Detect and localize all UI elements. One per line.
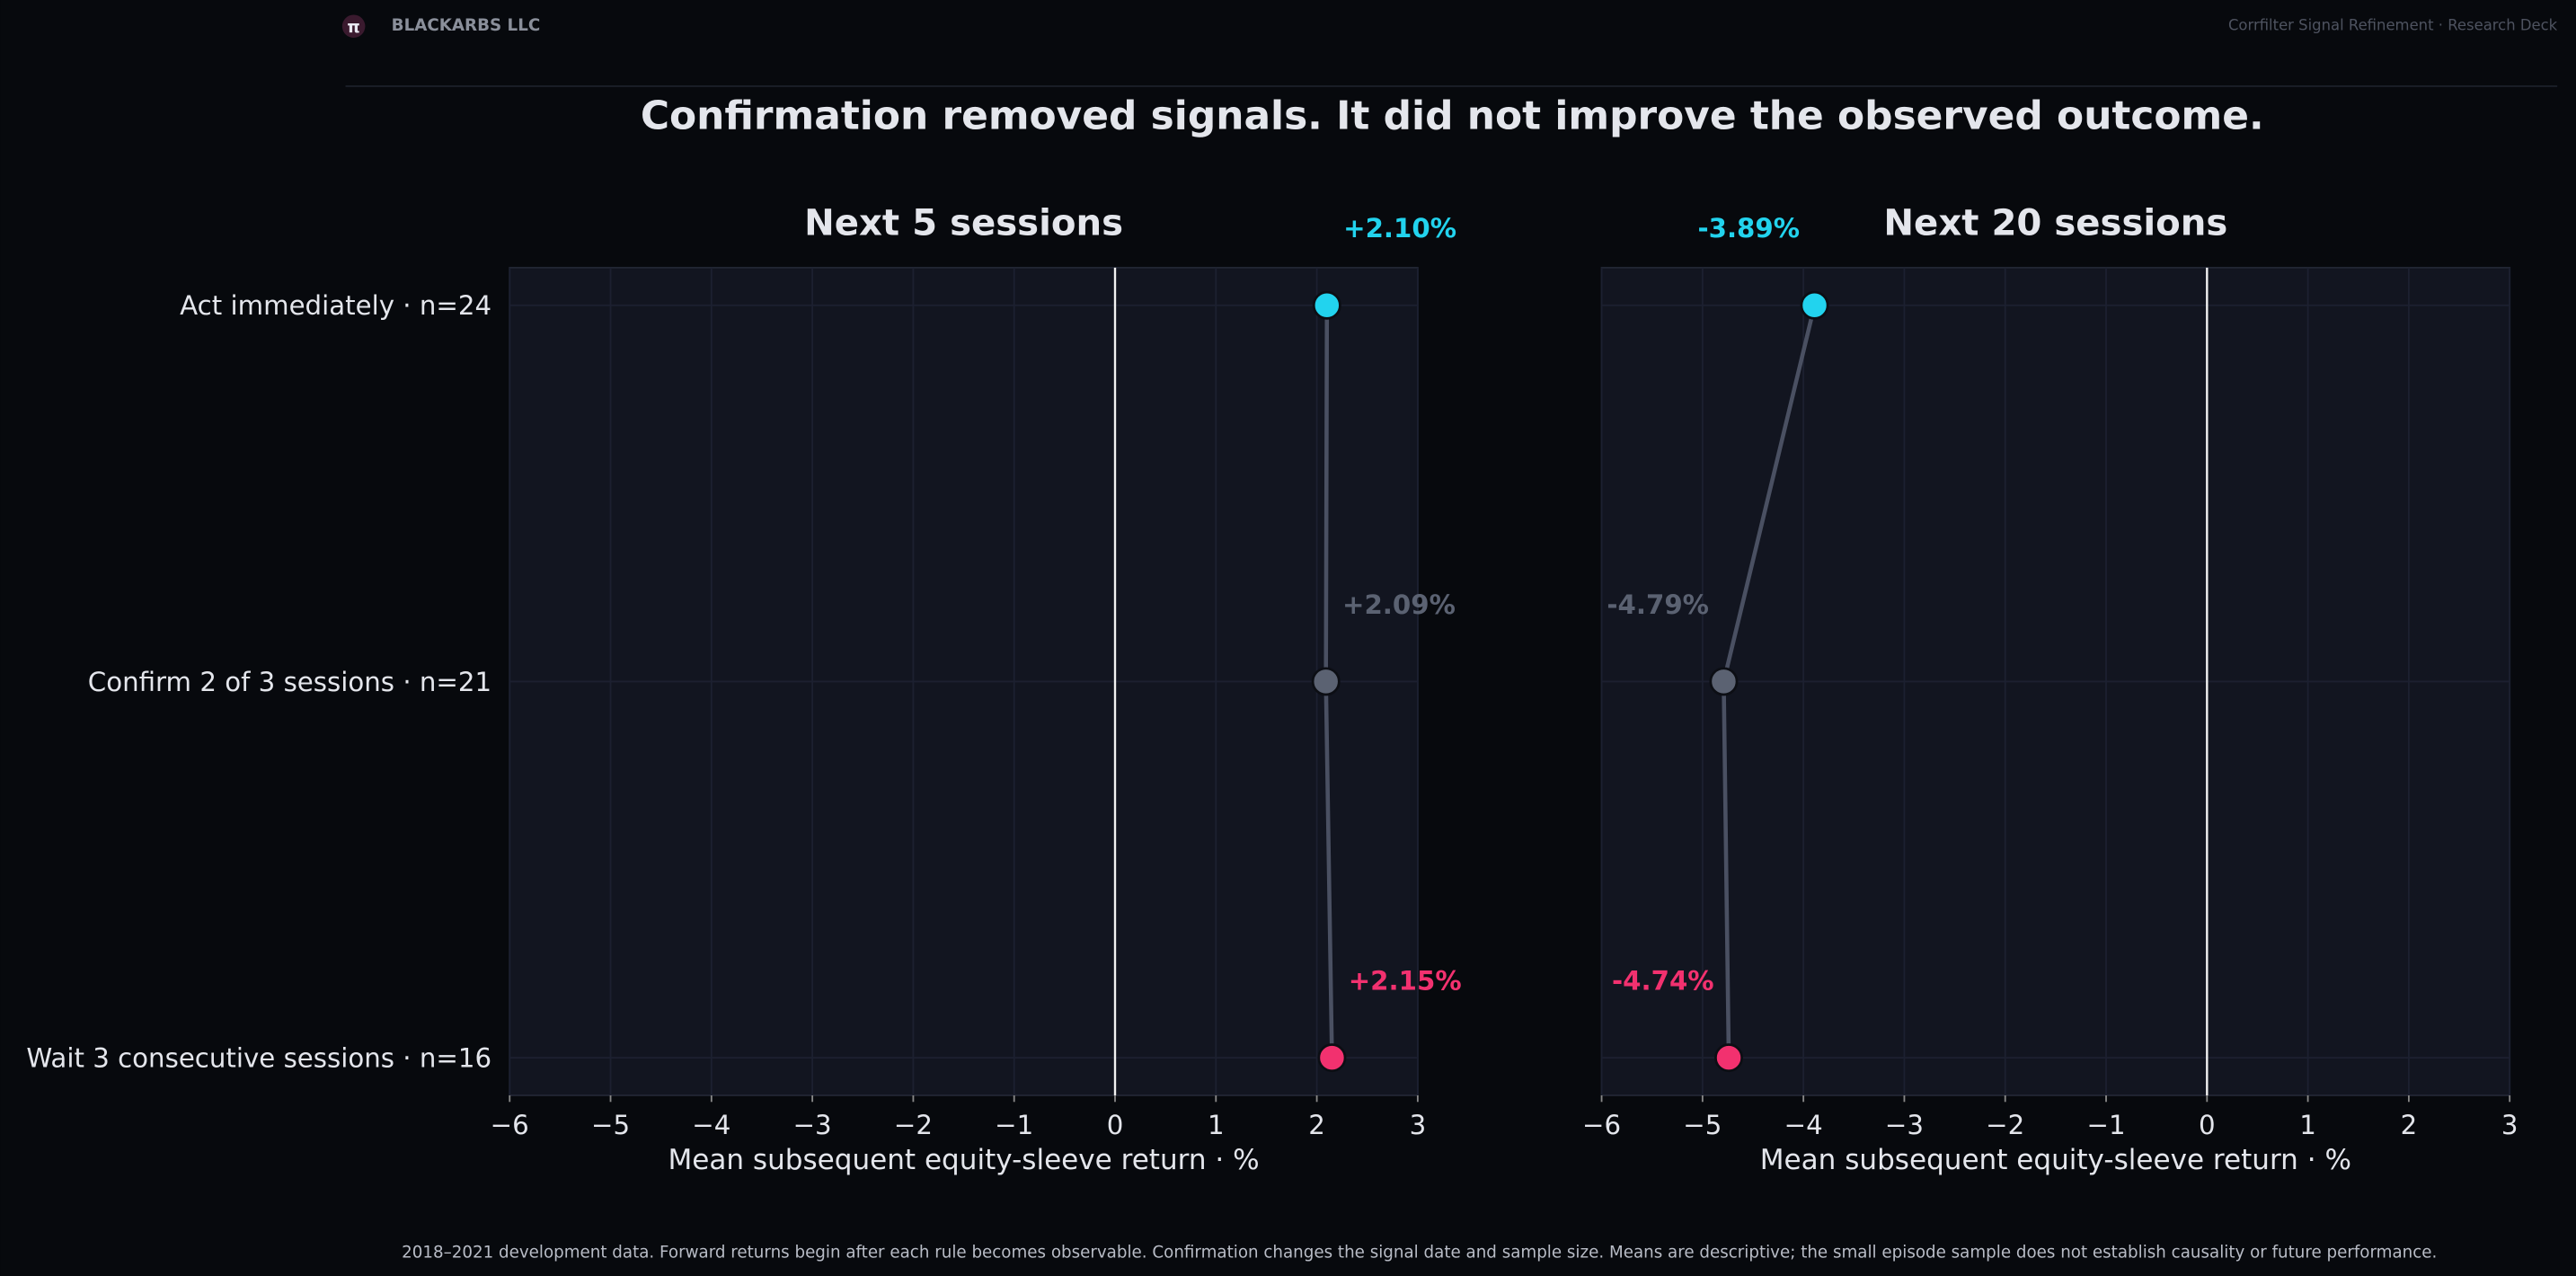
- y-category-label: Act immediately · n=24: [180, 290, 491, 321]
- panel-title: Next 5 sessions: [804, 202, 1123, 244]
- dot: [1800, 290, 1829, 320]
- y-category-label: Wait 3 consecutive sessions · n=16: [26, 1042, 491, 1073]
- value-label: +2.15%: [1349, 966, 1462, 997]
- x-tick-label: 2: [2401, 1110, 2418, 1140]
- x-tick-label: −1: [2086, 1110, 2125, 1140]
- x-tick-label: −5: [591, 1110, 630, 1140]
- x-tick-label: 1: [2299, 1110, 2316, 1140]
- x-tick-label: −1: [995, 1110, 1033, 1140]
- dot: [1312, 290, 1341, 320]
- panel-title: Next 20 sessions: [1883, 202, 2227, 244]
- x-tick-label: 0: [2199, 1110, 2216, 1140]
- logo-badge: [341, 14, 366, 39]
- x-tick-label: 3: [1410, 1110, 1427, 1140]
- x-tick-label: −4: [1784, 1110, 1823, 1140]
- x-tick-label: −3: [1885, 1110, 1924, 1140]
- page-title: Confirmation removed signals. It did not…: [641, 93, 2264, 139]
- deck-title: Corrfilter Signal Refinement · Research …: [2228, 17, 2558, 34]
- logo: π: [347, 18, 359, 37]
- x-tick-label: −2: [1986, 1110, 2024, 1140]
- value-label: +2.09%: [1342, 589, 1456, 620]
- x-tick-label: −5: [1683, 1110, 1722, 1140]
- dot: [1714, 1043, 1744, 1073]
- value-label: -4.79%: [1607, 589, 1709, 620]
- value-label: -4.74%: [1612, 966, 1714, 997]
- dot: [1311, 667, 1341, 696]
- x-axis-label: Mean subsequent equity-sleeve return · %: [1760, 1144, 2351, 1176]
- x-tick-label: −4: [692, 1110, 730, 1140]
- x-tick-label: 2: [1308, 1110, 1325, 1140]
- dot: [1709, 667, 1739, 696]
- x-tick-label: −6: [491, 1110, 529, 1140]
- x-tick-label: −3: [793, 1110, 832, 1140]
- x-axis-label: Mean subsequent equity-sleeve return · %: [668, 1144, 1259, 1176]
- footnote: 2018–2021 development data. Forward retu…: [402, 1243, 2437, 1262]
- value-label: -3.89%: [1697, 213, 1800, 244]
- value-label: +2.10%: [1343, 213, 1456, 244]
- x-tick-label: 1: [1208, 1110, 1225, 1140]
- brand: BLACKARBS LLC: [392, 16, 541, 35]
- dot: [1317, 1043, 1347, 1073]
- x-tick-label: −6: [1582, 1110, 1621, 1140]
- x-tick-label: −2: [894, 1110, 933, 1140]
- x-tick-label: 0: [1107, 1110, 1124, 1140]
- y-category-label: Confirm 2 of 3 sessions · n=21: [88, 667, 491, 697]
- x-tick-label: 3: [2501, 1110, 2518, 1140]
